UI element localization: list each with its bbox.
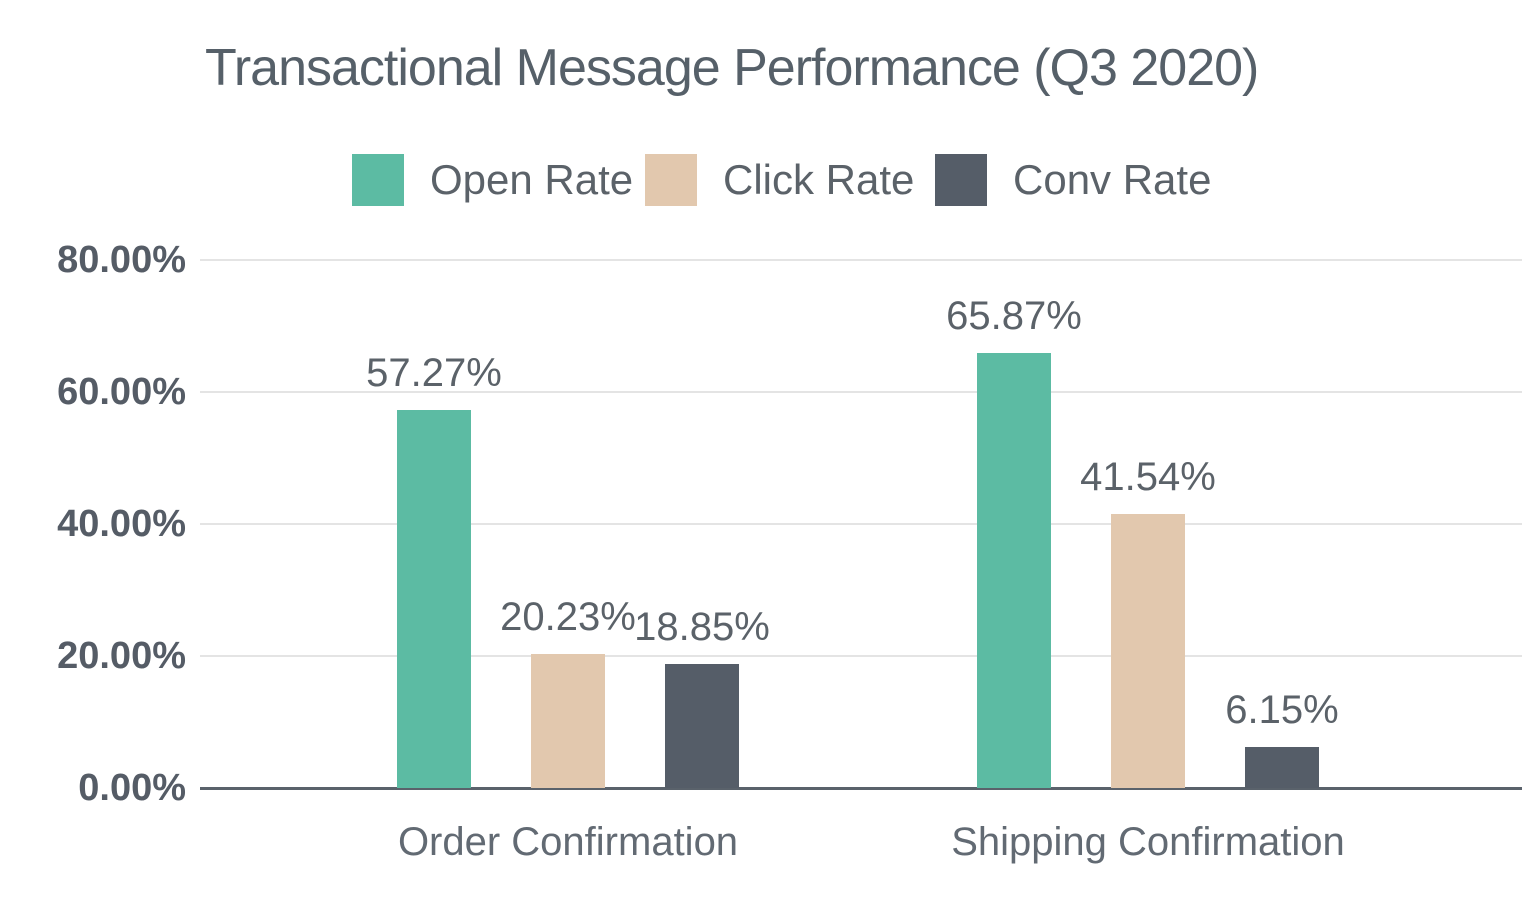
x-axis-line [200, 787, 1522, 790]
chart-title: Transactional Message Performance (Q3 20… [205, 39, 1259, 97]
y-axis-tick-label-0: 0.00% [78, 767, 186, 809]
y-axis-tick-label-60: 60.00% [57, 371, 186, 413]
legend-swatch-open-rate [352, 154, 404, 206]
legend-label-conv-rate: Conv Rate [1013, 156, 1212, 203]
bar-value-label-conv-rate-order-confirmation: 18.85% [634, 604, 770, 649]
legend-label-click-rate: Click Rate [723, 156, 915, 203]
legend-label-open-rate: Open Rate [430, 156, 634, 203]
bar-value-label-click-rate-order-confirmation: 20.23% [500, 595, 636, 640]
bar-value-label-open-rate-shipping-confirmation: 65.87% [946, 294, 1082, 339]
y-axis-tick-label-80: 80.00% [57, 239, 186, 281]
legend-item-click-rate: Click Rate [645, 152, 914, 208]
x-axis-category-label-order-confirmation: Order Confirmation [397, 820, 739, 864]
legend-swatch-click-rate [645, 154, 697, 206]
bar-value-label-click-rate-shipping-confirmation: 41.54% [1080, 454, 1216, 499]
y-axis-tick-label-40: 40.00% [57, 503, 186, 545]
bar-click-rate-order-confirmation [531, 654, 605, 788]
bar-click-rate-shipping-confirmation [1111, 513, 1185, 788]
bar-open-rate-shipping-confirmation [977, 353, 1051, 788]
legend-item-open-rate: Open Rate [352, 152, 633, 208]
bar-conv-rate-shipping-confirmation [1245, 747, 1319, 788]
gridline-60 [200, 391, 1522, 393]
gridline-40 [200, 523, 1522, 525]
gridline-20 [200, 655, 1522, 657]
bar-value-label-conv-rate-shipping-confirmation: 6.15% [1225, 688, 1339, 733]
bar-value-label-open-rate-order-confirmation: 57.27% [366, 351, 502, 396]
bar-open-rate-order-confirmation [397, 410, 471, 788]
chart-legend: Open Rate Click Rate Conv Rate [0, 152, 1536, 208]
x-axis-category-label-shipping-confirmation: Shipping Confirmation [951, 820, 1345, 864]
legend-item-conv-rate: Conv Rate [935, 152, 1211, 208]
y-axis-tick-label-20: 20.00% [57, 635, 186, 677]
bar-conv-rate-order-confirmation [665, 663, 739, 788]
legend-swatch-conv-rate [935, 154, 987, 206]
gridline-80 [200, 259, 1522, 261]
